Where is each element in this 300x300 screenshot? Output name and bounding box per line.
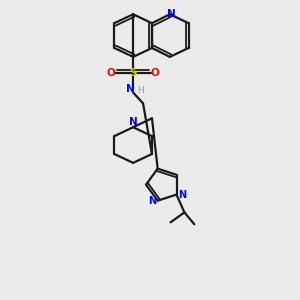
Text: H: H [137, 86, 143, 95]
Text: S: S [129, 68, 137, 78]
Text: N: N [167, 9, 176, 19]
Text: O: O [107, 68, 116, 78]
Text: O: O [151, 68, 159, 78]
Text: N: N [129, 117, 137, 127]
Text: N: N [148, 196, 156, 206]
Text: N: N [126, 84, 135, 94]
Text: N: N [178, 190, 187, 200]
